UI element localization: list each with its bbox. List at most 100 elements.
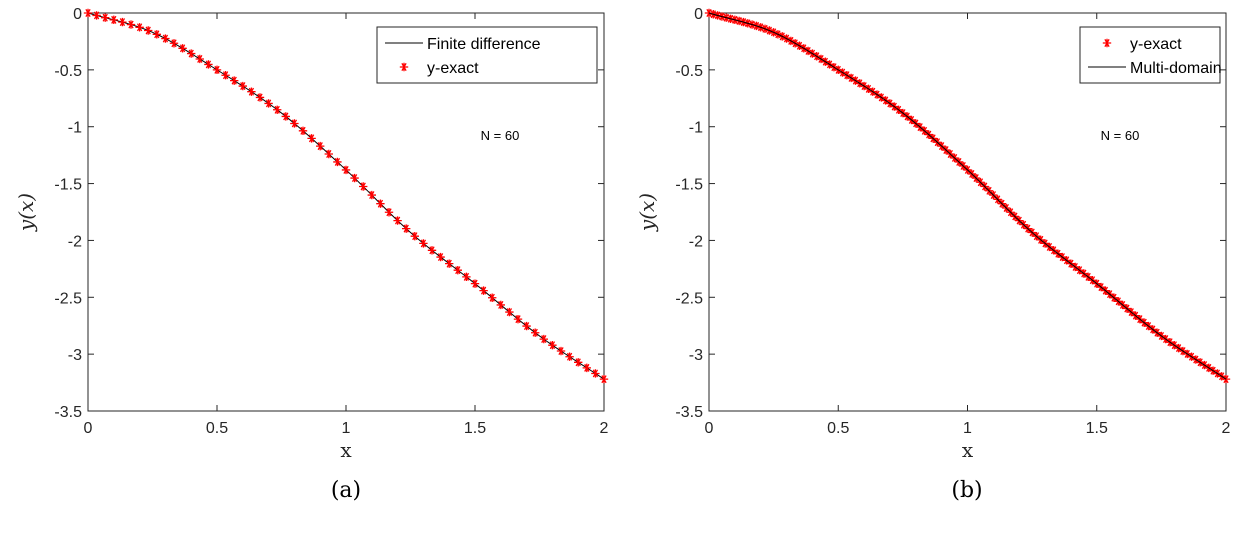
x-axis-label: x	[962, 438, 974, 462]
data-point	[230, 76, 239, 85]
data-point	[402, 224, 411, 233]
y-axis-label: y(x)	[14, 193, 38, 232]
data-point	[445, 259, 454, 268]
y-tick-label: -2.5	[54, 290, 82, 307]
data-point	[238, 81, 247, 91]
legend-swatch	[1102, 38, 1112, 48]
legend-box	[1079, 26, 1221, 84]
x-tick-label: 0.5	[827, 420, 849, 437]
y-tick-label: -1	[68, 120, 82, 137]
x-tick-label: 1.5	[464, 420, 486, 437]
data-point	[513, 314, 523, 324]
data-point	[83, 8, 93, 18]
data-point	[118, 17, 127, 27]
data-point	[135, 23, 144, 32]
data-point	[384, 208, 394, 217]
y-tick-label: -0.5	[675, 63, 703, 80]
data-point	[505, 307, 514, 317]
data-point	[92, 11, 101, 20]
y-tick-label: -1.5	[675, 177, 703, 194]
y-axis-label: y(x)	[635, 193, 659, 232]
x-tick-label: 1	[963, 420, 972, 437]
data-point	[462, 272, 471, 282]
data-point	[453, 266, 462, 275]
x-tick-label: 0.5	[206, 420, 228, 437]
y-tick-label: -3.5	[675, 404, 703, 421]
y-tick-label: -2	[689, 233, 703, 250]
chart-panel-a: 0 0.5 1 1.5 2 0 -0.5 -1 -1.5 -2 -2.5 -3 -3.5 x y(x) N =…	[14, 6, 609, 503]
annotation: N = 60	[481, 128, 520, 143]
data-point	[556, 346, 566, 356]
data-point	[169, 39, 179, 48]
x-tick-label: 0	[84, 420, 93, 437]
data-point	[539, 334, 548, 344]
data-point	[367, 190, 376, 200]
data-point	[281, 112, 290, 121]
data-point	[221, 71, 230, 80]
x-tick-label: 1.5	[1086, 420, 1108, 437]
x-tick-label: 2	[600, 420, 609, 437]
legend-entry: y-exact	[1130, 36, 1182, 53]
y-tick-label: -3	[68, 347, 82, 364]
y-tick-label: -0.5	[54, 63, 82, 80]
data-point	[376, 199, 385, 208]
y-tick-label: -3	[689, 347, 703, 364]
x-tick-label: 1	[342, 420, 351, 437]
legend-entry: Finite difference	[427, 36, 541, 53]
data-point	[144, 26, 153, 35]
data-point	[298, 126, 308, 135]
y-tick-label: -1	[689, 120, 703, 137]
data-point	[488, 293, 497, 302]
data-point	[316, 141, 325, 151]
data-point	[393, 216, 402, 225]
data-point	[204, 60, 213, 69]
data-point	[255, 93, 265, 102]
data-point	[582, 363, 591, 373]
legend: Finite difference y-exact	[376, 26, 598, 84]
data-point	[436, 252, 445, 262]
data-point	[187, 49, 196, 58]
y-tick-label: -1.5	[54, 177, 82, 194]
annotation: N = 60	[1101, 128, 1140, 143]
series-line	[708, 12, 1227, 380]
data-point	[479, 286, 488, 295]
data-point	[419, 239, 428, 248]
data-point	[548, 340, 557, 350]
data-point	[350, 173, 359, 183]
chart-panel-b: 0 0.5 1 1.5 2 0 -0.5 -1 -1.5 -2 -2.5 -3 -3.5 x y(x) N =…	[635, 6, 1231, 503]
data-point	[591, 369, 600, 378]
data-point	[273, 105, 282, 114]
legend-box	[376, 26, 598, 84]
y-tick-label: -3.5	[54, 404, 82, 421]
data-point	[161, 34, 170, 43]
series-y-exact	[83, 8, 609, 384]
panel-caption: (b)	[951, 478, 982, 503]
data-point	[324, 149, 333, 159]
data-point	[427, 246, 437, 255]
legend: y-exact Multi-domain	[1079, 26, 1222, 84]
data-point	[359, 182, 368, 191]
panel-caption: (a)	[331, 478, 361, 503]
data-point	[109, 15, 118, 25]
y-tick-label: -2	[68, 233, 82, 250]
data-point	[195, 54, 204, 64]
data-point	[290, 119, 299, 128]
data-point	[264, 99, 273, 108]
data-point	[410, 232, 419, 241]
x-tick-label: 0	[705, 420, 714, 437]
data-point	[101, 13, 110, 22]
data-point	[522, 321, 531, 331]
data-point	[531, 328, 540, 337]
legend-entry: y-exact	[427, 60, 479, 77]
data-point	[341, 165, 351, 175]
legend-swatch	[399, 62, 409, 72]
data-point	[126, 20, 136, 29]
x-axis-label: x	[340, 438, 352, 462]
legend-entry: Multi-domain	[1130, 60, 1222, 77]
data-point	[496, 300, 505, 310]
data-point	[599, 374, 609, 384]
data-point	[178, 44, 187, 53]
y-tick-label: 0	[73, 6, 82, 23]
x-tick-label: 2	[1222, 420, 1231, 437]
